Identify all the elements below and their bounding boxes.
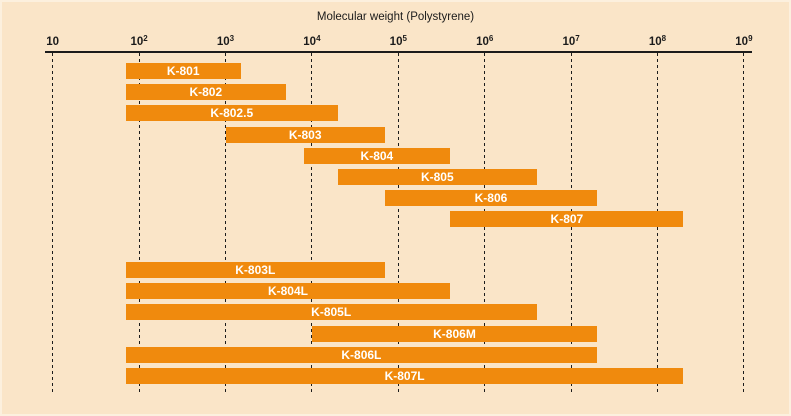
range-bar-k-806: K-806 [384,190,598,207]
range-bar-k-802.5: K-802.5 [125,105,338,122]
bar-label: K-805 [420,170,454,184]
x-tick-label-10e3: 103 [216,34,235,49]
bar-label: K-803L [235,263,276,277]
range-bar-k-806l: K-806L [125,346,598,363]
bar-label: K-807L [384,369,425,383]
x-tick-label-10e1: 10 [46,36,60,48]
bar-label: K-802.5 [210,106,254,121]
bar-label: K-806 [474,191,508,206]
bar-label: K-806M [433,326,476,341]
range-bar-k-805l: K-805L [125,304,537,321]
bar-label: K-802 [189,85,223,100]
x-tick-label-10e6: 106 [476,34,494,49]
range-bar-k-803: K-803 [225,126,385,143]
bar-label: K-807 [550,212,584,227]
range-bar-k-804: K-804 [303,147,451,164]
x-tick-label-10e5: 105 [389,34,407,49]
x-tick-label-10e8: 108 [648,34,667,49]
range-bar-k-803l: K-803L [125,262,385,278]
range-bar-k-805: K-805 [337,169,537,185]
gridline-10e2 [138,53,140,392]
bar-label: K-801 [166,64,200,78]
gridline-10e3 [225,53,226,392]
x-tick-label-10e9: 109 [735,34,753,49]
gridline-10e5 [397,53,399,392]
range-bar-k-801: K-801 [125,63,241,79]
x-axis-line [45,51,752,53]
bar-label: K-806L [341,347,382,362]
bar-label: K-804 [360,148,394,163]
bar-label: K-804L [267,284,308,299]
x-tick-label-10e4: 104 [303,34,321,49]
range-bar-k-807l: K-807L [125,368,684,384]
range-bar-k-807: K-807 [450,211,684,228]
gridline-10e1 [52,53,54,392]
range-bar-k-806m: K-806M [311,325,598,342]
bar-label: K-803 [288,127,322,142]
bar-label: K-805L [311,305,352,320]
x-tick-label-10e2: 102 [130,34,148,49]
x-tick-label-10e7: 107 [562,34,580,49]
gridline-10e4 [311,53,313,392]
gridline-10e9 [743,53,745,392]
chart-title: Molecular weight (Polystyrene) [316,11,475,23]
range-bar-k-804l: K-804L [125,283,451,300]
range-bar-k-802: K-802 [125,84,286,101]
